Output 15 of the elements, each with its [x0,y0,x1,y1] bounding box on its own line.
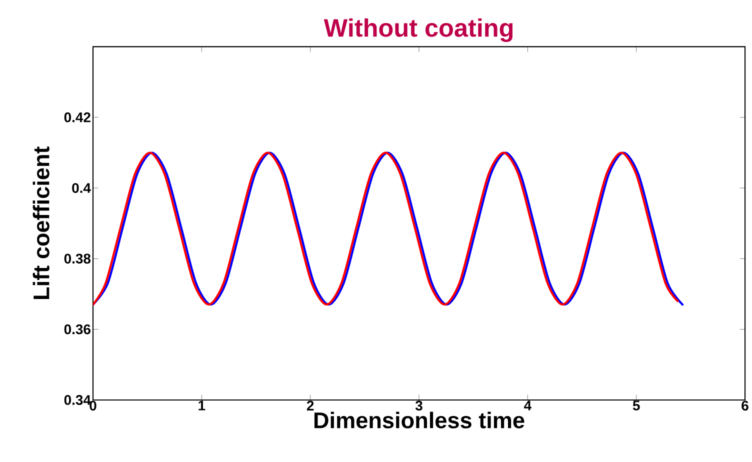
x-tick-label: 2 [306,400,314,410]
y-tick-label: 0.4 [72,183,91,193]
y-tick-label: 0.38 [64,254,91,264]
x-tick-label: 1 [198,400,206,410]
x-axis-title: Dimensionless time [314,412,524,428]
x-tick-label: 0 [90,400,96,411]
x-tick-label: 4 [524,400,532,410]
x-tick-label: 6 [742,400,748,411]
x-tick-label: 3 [415,400,422,411]
y-tick-label: 0.42 [64,112,90,122]
chart-title: Without coating [324,18,513,42]
y-tick-label: 0.36 [64,324,90,334]
y-tick-label: 0.34 [64,395,91,405]
y-axis-title: Lift coefficient [32,146,50,299]
x-tick-label: 5 [632,400,640,410]
